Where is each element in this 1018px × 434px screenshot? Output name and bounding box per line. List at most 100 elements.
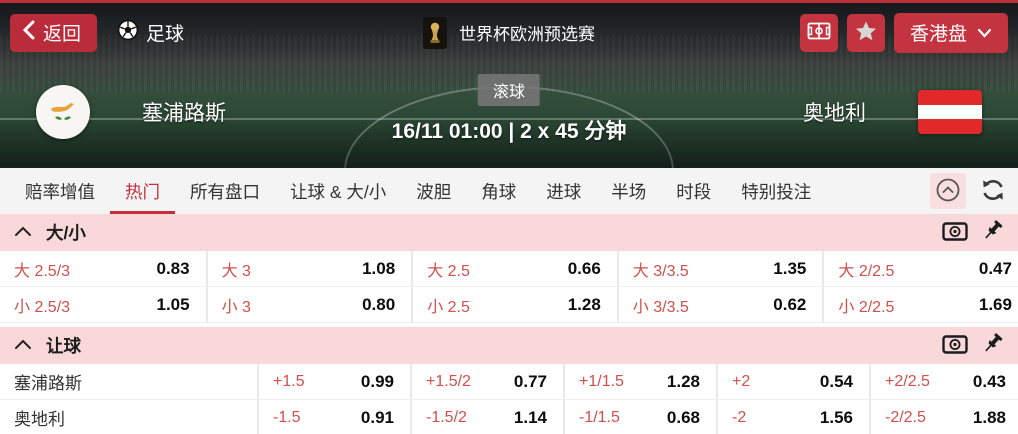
odds-label: 小 2.5/3 <box>14 298 71 316</box>
odds-value: 1.28 <box>567 294 601 314</box>
section-header-over-under[interactable]: 大/小 <box>0 214 1018 251</box>
section-header-handicap[interactable]: 让球 <box>0 327 1018 364</box>
odds-cell[interactable]: 大 2.5/3 0.83 <box>0 251 206 286</box>
league-title: 世界杯欧洲预选赛 <box>423 16 595 49</box>
star-icon <box>854 19 878 46</box>
odds-value: 1.69 <box>978 294 1012 314</box>
section-over-under: 大/小 <box>0 214 1018 323</box>
odds-value: 0.54 <box>819 371 853 391</box>
sport-football-link[interactable]: 足球 <box>117 19 184 47</box>
odds-value: 0.99 <box>360 371 394 391</box>
odds-value: 1.14 <box>513 407 547 427</box>
pin-icon <box>982 219 1004 246</box>
odds-value: 0.77 <box>513 371 547 391</box>
odds-row-over: 大 2.5/3 0.83 大 3 1.08 大 2.5 0.66 大 3/3.5… <box>0 251 1018 287</box>
back-button[interactable]: 返回 <box>10 13 98 52</box>
tab-specials[interactable]: 特别投注 <box>741 181 812 202</box>
odds-label: -1.5/2 <box>426 408 467 426</box>
odds-cell[interactable]: -1/1.5 0.68 <box>563 400 716 434</box>
odds-label: -1.5 <box>273 408 301 426</box>
odds-cell[interactable]: +2 0.54 <box>716 364 869 399</box>
odds-label: 大 2.5 <box>427 262 470 280</box>
odds-cell[interactable]: -1.5 0.91 <box>257 400 410 434</box>
odds-value: 0.66 <box>567 258 601 278</box>
odds-value: 0.91 <box>360 407 394 427</box>
odds-label: -1/1.5 <box>579 408 620 426</box>
tab-handicap-ou[interactable]: 让球 & 大/小 <box>290 181 387 202</box>
market-type-dropdown[interactable]: 香港盘 <box>893 12 1008 53</box>
team-cell: 奥地利 <box>14 410 65 429</box>
live-view-toggle[interactable] <box>942 221 968 244</box>
match-time: 16/11 01:00 | 2 x 45 分钟 <box>391 120 627 143</box>
pitch-view-button[interactable] <box>799 13 838 52</box>
odds-cell[interactable]: 大 2/2.5 0.47 <box>822 251 1018 286</box>
odds-cell[interactable]: -2/2.5 1.88 <box>869 400 1018 434</box>
odds-value: 1.88 <box>972 407 1006 427</box>
odds-cell[interactable]: 大 3 1.08 <box>205 251 412 286</box>
tab-correct-score[interactable]: 波胆 <box>416 181 452 202</box>
odds-value: 0.62 <box>773 294 807 314</box>
odds-value: 1.35 <box>773 258 807 278</box>
tab-popular[interactable]: 热门 <box>110 168 175 214</box>
odds-label: 大 2/2.5 <box>838 262 895 280</box>
odds-cell[interactable]: +2/2.5 0.43 <box>869 364 1018 399</box>
refresh-icon <box>979 176 1007 207</box>
chevron-down-icon <box>977 22 992 44</box>
circle-chevron-up-icon <box>935 177 961 206</box>
favorite-button[interactable] <box>846 13 885 52</box>
odds-cell[interactable]: 小 2.5 1.28 <box>411 287 617 322</box>
match-info: 塞浦路斯 滚球 16/11 01:00 | 2 x 45 分钟 奥地利 <box>0 62 1018 162</box>
odds-value: 0.68 <box>666 407 700 427</box>
odds-value: 0.47 <box>978 258 1012 278</box>
odds-row-under: 小 2.5/3 1.05 小 3 0.80 小 2.5 1.28 小 3/3.5… <box>0 287 1018 323</box>
odds-cell[interactable]: -1.5/2 1.14 <box>410 400 563 434</box>
collapse-all-button[interactable] <box>930 173 966 209</box>
odds-label: 小 3 <box>221 298 251 316</box>
odds-value: 1.28 <box>666 371 700 391</box>
match-header: 返回 足球 <box>0 0 1018 168</box>
away-team-logo <box>918 90 982 134</box>
odds-cell[interactable]: 小 3/3.5 0.62 <box>616 287 823 322</box>
odds-cell[interactable]: +1/1.5 1.28 <box>563 364 716 399</box>
odds-label: +2 <box>732 372 751 390</box>
world-cup-trophy-icon <box>423 16 447 49</box>
odds-cell[interactable]: 小 2/2.5 1.69 <box>822 287 1018 322</box>
odds-label: 大 2.5/3 <box>14 262 71 280</box>
tab-all-markets[interactable]: 所有盘口 <box>190 181 260 202</box>
odds-cell[interactable]: 大 3/3.5 1.35 <box>616 251 823 286</box>
tab-goals[interactable]: 进球 <box>546 181 582 202</box>
home-team-logo <box>36 85 90 139</box>
live-status-badge: 滚球 <box>477 74 541 106</box>
pin-section-button[interactable] <box>982 219 1004 246</box>
odds-label: 小 3/3.5 <box>632 298 689 316</box>
odds-value: 0.43 <box>972 371 1006 391</box>
odds-cell[interactable]: 大 2.5 0.66 <box>411 251 617 286</box>
odds-cell[interactable]: +1.5 0.99 <box>257 364 410 399</box>
tab-corners[interactable]: 角球 <box>481 181 517 202</box>
live-view-icon <box>942 334 968 357</box>
odds-cell[interactable]: -2 1.56 <box>716 400 869 434</box>
odds-row-home-handicap: 塞浦路斯 +1.5 0.99 +1.5/2 0.77 +1/1.5 1.28 +… <box>0 364 1018 400</box>
tab-odds-boost[interactable]: 赔率增值 <box>25 181 95 202</box>
odds-value: 0.80 <box>362 294 396 314</box>
odds-label: 大 3/3.5 <box>632 262 689 280</box>
refresh-button[interactable] <box>976 174 1010 208</box>
market-tab-bar: 赔率增值 热门 所有盘口 让球 & 大/小 波胆 角球 进球 半场 时段 特别投… <box>0 168 1018 214</box>
section-title: 让球 <box>46 336 81 356</box>
odds-cell[interactable]: +1.5/2 0.77 <box>410 364 563 399</box>
odds-cell[interactable]: 小 3 0.80 <box>205 287 412 322</box>
tab-intervals[interactable]: 时段 <box>676 181 712 202</box>
odds-label: -2/2.5 <box>885 408 926 426</box>
odds-cell[interactable]: 小 2.5/3 1.05 <box>0 287 206 322</box>
odds-label: 小 2.5 <box>427 298 470 316</box>
pin-section-button[interactable] <box>982 332 1004 359</box>
section-title: 大/小 <box>46 223 86 243</box>
market-type-label: 香港盘 <box>909 24 967 45</box>
odds-value: 1.56 <box>819 407 853 427</box>
odds-row-away-handicap: 奥地利 -1.5 0.91 -1.5/2 1.14 -1/1.5 0.68 -2… <box>0 400 1018 434</box>
tab-half[interactable]: 半场 <box>611 181 647 202</box>
live-view-toggle[interactable] <box>942 334 968 357</box>
top-bar: 返回 足球 <box>0 0 1018 62</box>
team-cell: 塞浦路斯 <box>14 374 82 393</box>
